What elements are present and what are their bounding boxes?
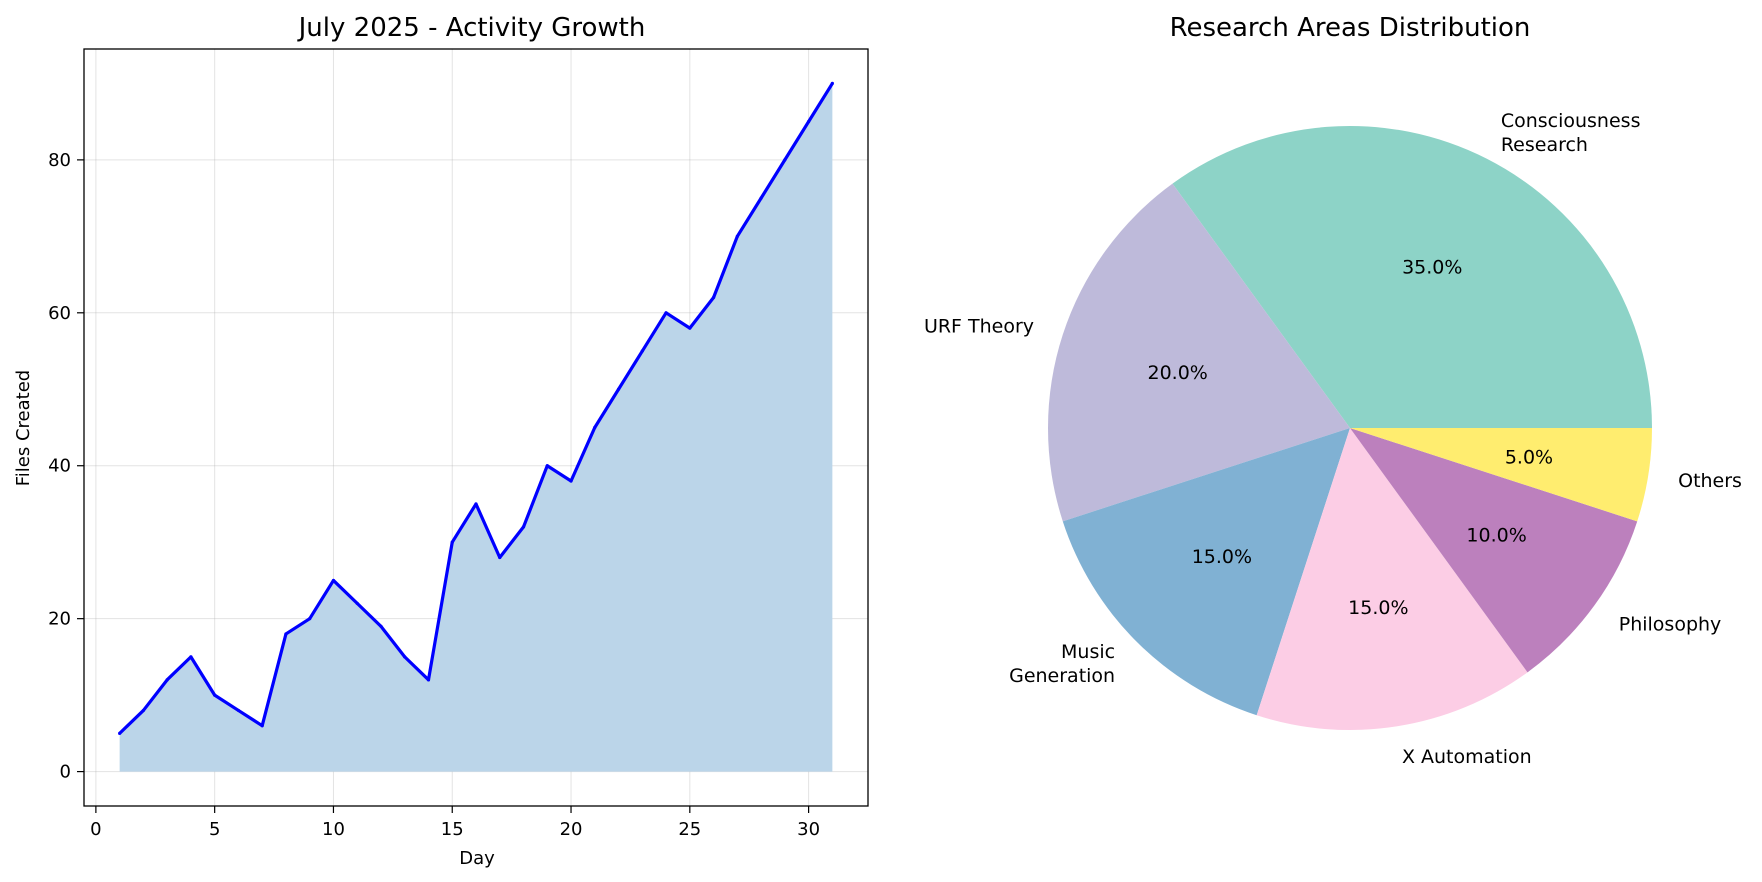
pie-label-x-automation: X Automation: [1402, 746, 1532, 768]
pie-slice-x-automation: [1256, 428, 1528, 730]
pie-label-consciousness-research: Consciousness Research: [1501, 110, 1641, 156]
y-tick-label-40: 40: [48, 456, 71, 477]
y-tick-label-60: 60: [48, 303, 71, 324]
y-tick-label-0: 0: [60, 762, 71, 783]
pie-slice-urf-theory: [1048, 183, 1350, 522]
x-tick-label-10: 10: [322, 819, 345, 840]
data-point-day-18: [521, 525, 526, 529]
data-point-day-27: [735, 234, 739, 238]
pie-label-others: Others: [1678, 470, 1742, 492]
data-point-day-7: [260, 724, 264, 728]
line-chart-title: July 2025 - Activity Growth: [297, 13, 646, 43]
data-point-day-3: [165, 678, 169, 682]
data-point-day-22: [616, 387, 621, 391]
data-point-day-12: [379, 624, 383, 628]
y-tick-label-80: 80: [48, 150, 71, 171]
pie-slice-others: [1350, 428, 1652, 522]
data-point-day-29: [783, 158, 787, 162]
data-point-day-16: [474, 502, 478, 506]
x-tick-label-25: 25: [678, 819, 701, 840]
data-point-day-19: [545, 464, 549, 468]
line-chart-frame: [83, 48, 869, 807]
activity-area-fill: [119, 83, 833, 772]
pie-label-music-generation: Music Generation: [1009, 641, 1115, 687]
pie-slice-music-generation: [1062, 428, 1350, 716]
data-point-day-31: [830, 81, 834, 86]
activity-data-points: [118, 81, 834, 735]
x-tick-label-30: 30: [797, 819, 820, 840]
pie-pct-music-generation: 15.0%: [1192, 546, 1252, 568]
pie-label-philosophy: Philosophy: [1619, 613, 1722, 635]
pie-slices: [1048, 126, 1652, 730]
pie-slice-philosophy: [1350, 428, 1638, 673]
data-point-day-6: [236, 708, 241, 713]
data-point-day-1: [118, 731, 122, 735]
data-point-day-30: [807, 120, 811, 124]
pie-label-urf-theory: URF Theory: [924, 315, 1034, 337]
data-point-day-20: [569, 479, 573, 483]
pie-pct-x-automation: 15.0%: [1348, 597, 1408, 619]
pie-labels: 35.0% Consciousness Research 20.0% URF Theor…: [924, 110, 1742, 768]
data-point-day-11: [355, 601, 359, 605]
data-point-day-2: [141, 708, 145, 713]
data-point-day-24: [664, 311, 668, 315]
data-point-day-28: [759, 196, 763, 200]
data-point-day-8: [284, 632, 288, 636]
pie-pct-others: 5.0%: [1505, 446, 1553, 468]
pie-chart-title: Research Areas Distribution: [1170, 13, 1531, 43]
x-axis-ticks: 0 5 10 15 20 25 30: [90, 806, 820, 840]
pie-pct-consciousness-research: 35.0%: [1402, 257, 1462, 279]
data-point-day-25: [688, 326, 692, 330]
x-tick-label-15: 15: [441, 819, 464, 840]
data-point-day-13: [403, 655, 407, 659]
data-point-day-15: [450, 540, 454, 544]
x-tick-label-0: 0: [90, 819, 101, 840]
x-tick-label-5: 5: [209, 819, 220, 840]
pie-pct-urf-theory: 20.0%: [1147, 362, 1207, 384]
data-point-day-17: [498, 555, 502, 560]
data-point-day-4: [189, 655, 193, 659]
pie-slice-consciousness-research: [1172, 126, 1652, 429]
data-point-day-23: [640, 349, 644, 353]
data-point-day-9: [308, 617, 312, 621]
data-point-day-14: [426, 678, 431, 682]
y-tick-label-20: 20: [48, 609, 71, 630]
data-point-day-10: [331, 578, 336, 583]
x-axis-label: Day: [459, 848, 495, 869]
x-tick-label-20: 20: [560, 819, 583, 840]
data-point-day-5: [213, 693, 217, 697]
y-axis-label: Files Created: [13, 370, 34, 486]
data-point-day-21: [593, 425, 597, 430]
y-axis-ticks: 0 20 40 60 80: [48, 150, 84, 783]
data-point-day-26: [711, 295, 716, 300]
pie-pct-philosophy: 10.0%: [1466, 525, 1526, 547]
